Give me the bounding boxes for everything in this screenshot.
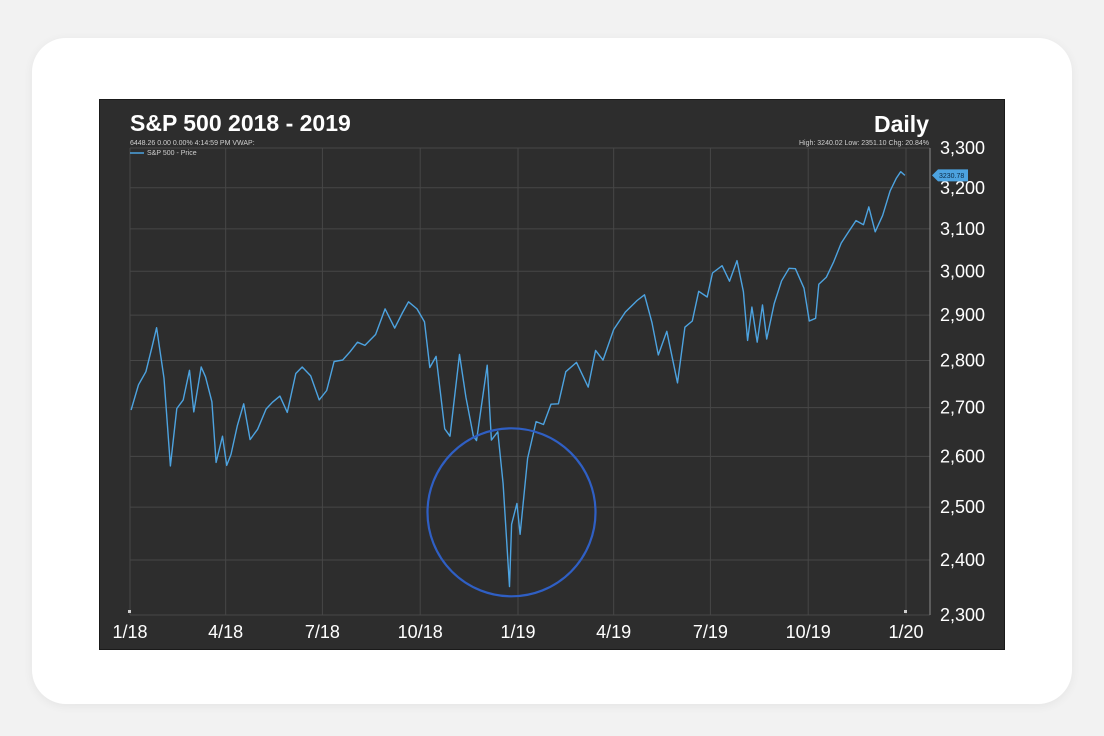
chart-frame: 1/18 4/18 7/18 10/18 1/19 4/19 7/19 10/19 1/20 2… <box>99 99 1005 650</box>
y-tick-label: 3,300 <box>940 138 985 158</box>
x-tick-label: 7/19 <box>693 622 728 642</box>
x-start-marker <box>128 610 131 613</box>
x-end-marker <box>904 610 907 613</box>
y-tick-label: 3,200 <box>940 178 985 198</box>
x-tick-label: 1/18 <box>112 622 147 642</box>
y-tick-label: 3,100 <box>940 219 985 239</box>
info-left: 6448.26 0.00 0.00% 4:14:59 PM VWAP: <box>130 140 255 147</box>
y-axis: 2,300 2,400 2,500 2,600 2,700 2,800 2,900 3,000… <box>940 138 985 625</box>
last-price-tag-bg <box>932 169 968 182</box>
info-right: High: 3240.02 Low: 2351.10 Chg: 20.84% <box>799 140 929 147</box>
y-tick-label: 2,800 <box>940 351 985 371</box>
x-tick-label: 4/18 <box>208 622 243 642</box>
x-tick-label: 7/18 <box>305 622 340 642</box>
y-tick-label: 2,900 <box>940 305 985 325</box>
x-axis: 1/18 4/18 7/18 10/18 1/19 4/19 7/19 10/19 1/20 <box>112 622 923 642</box>
y-tick-label: 2,600 <box>940 446 985 466</box>
x-tick-label: 1/20 <box>888 622 923 642</box>
y-tick-label: 3,000 <box>940 261 985 281</box>
annotation-circle <box>426 427 597 598</box>
legend-label: S&P 500 - Price <box>147 150 197 157</box>
chart-title: S&P 500 2018 - 2019 <box>130 110 351 136</box>
y-tick-label: 2,500 <box>940 497 985 517</box>
y-tick-label: 2,400 <box>940 550 985 570</box>
x-tick-label: 10/19 <box>786 622 831 642</box>
sp500-chart: 1/18 4/18 7/18 10/18 1/19 4/19 7/19 10/19 1/20 2… <box>112 110 985 642</box>
x-tick-label: 10/18 <box>398 622 443 642</box>
period-label: Daily <box>874 111 929 137</box>
last-price-tag: 3230.78 <box>932 169 968 182</box>
grid <box>129 147 930 616</box>
y-tick-label: 2,300 <box>940 605 985 625</box>
y-tick-label: 2,700 <box>940 398 985 418</box>
x-tick-label: 1/19 <box>500 622 535 642</box>
last-price-tag-label: 3230.78 <box>939 173 964 180</box>
price-line <box>130 171 906 588</box>
x-tick-label: 4/19 <box>596 622 631 642</box>
